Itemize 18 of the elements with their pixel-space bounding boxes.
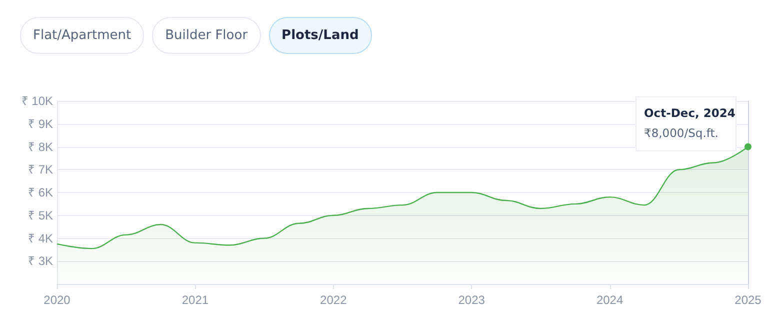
y-tick-label: ₹ 9K [28, 116, 53, 131]
x-tick-label: 2025 [734, 293, 762, 307]
x-tick-label: 2022 [320, 293, 348, 307]
y-tick-label: ₹ 3K [28, 254, 53, 268]
y-tick-label: ₹ 5K [28, 208, 53, 222]
x-tick-label: 2020 [44, 293, 71, 307]
y-tick-label: ₹ 4K [28, 231, 53, 246]
y-tick-label: ₹ 7K [28, 162, 53, 177]
x-tick-label: 2023 [458, 293, 486, 307]
y-tick-label: ₹ 6K [28, 186, 53, 200]
y-tick-label: ₹ 8K [28, 140, 53, 154]
text: Plots/Land [268, 17, 372, 54]
text: Builder Floor [152, 17, 261, 54]
y-tick-label: ₹ 10K [21, 94, 53, 108]
text: Flat/Apartment [20, 17, 144, 54]
x-tick-label: 2021 [182, 293, 209, 307]
annotation: Oct-Dec, 2024 ₹8,000/Sq.ft. [644, 106, 736, 140]
x-tick-label: 2024 [596, 293, 624, 307]
